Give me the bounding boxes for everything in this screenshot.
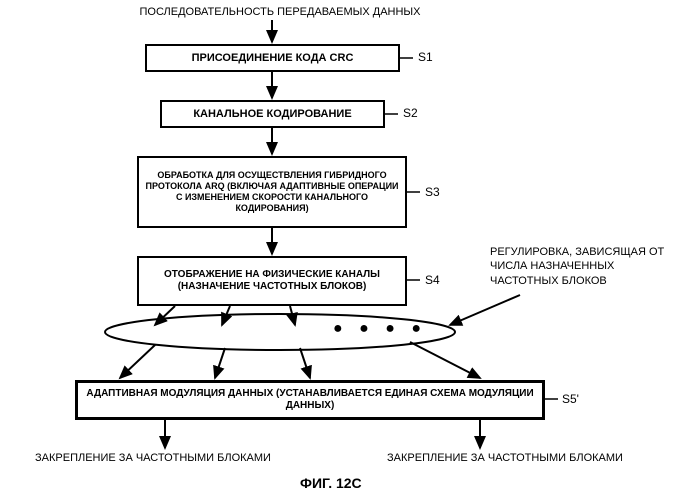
box-s1: ПРИСОЕДИНЕНИЕ КОДА CRC: [145, 44, 400, 72]
box-s2: КАНАЛЬНОЕ КОДИРОВАНИЕ: [160, 100, 385, 128]
title-label: ПОСЛЕДОВАТЕЛЬНОСТЬ ПЕРЕДАВАЕМЫХ ДАННЫХ: [110, 6, 450, 19]
box-s5: АДАПТИВНАЯ МОДУЛЯЦИЯ ДАННЫХ (УСТАНАВЛИВА…: [75, 380, 545, 420]
box-s3: ОБРАБОТКА ДЛЯ ОСУЩЕСТВЛЕНИЯ ГИБРИДНОГО П…: [137, 156, 407, 228]
bottom-right-label: ЗАКРЕПЛЕНИЕ ЗА ЧАСТОТНЫМИ БЛОКАМИ: [370, 452, 640, 465]
box-s4: ОТОБРАЖЕНИЕ НА ФИЗИЧЕСКИЕ КАНАЛЫ (НАЗНАЧ…: [137, 256, 407, 306]
bottom-left-label: ЗАКРЕПЛЕНИЕ ЗА ЧАСТОТНЫМИ БЛОКАМИ: [18, 452, 288, 465]
box-s5-text: АДАПТИВНАЯ МОДУЛЯЦИЯ ДАННЫХ (УСТАНАВЛИВА…: [82, 388, 538, 413]
step-s3-label: S3: [425, 185, 440, 199]
step-s5-label: S5': [562, 392, 579, 406]
step-s2-label: S2: [403, 106, 418, 120]
box-s1-text: ПРИСОЕДИНЕНИЕ КОДА CRC: [192, 52, 354, 64]
box-s2-text: КАНАЛЬНОЕ КОДИРОВАНИЕ: [193, 108, 351, 120]
step-s1-label: S1: [418, 50, 433, 64]
side-note: РЕГУЛИРОВКА, ЗАВИСЯЩАЯ ОТ ЧИСЛА НАЗНАЧЕН…: [490, 245, 685, 288]
box-s3-text: ОБРАБОТКА ДЛЯ ОСУЩЕСТВЛЕНИЯ ГИБРИДНОГО П…: [143, 170, 401, 215]
ellipsis-dots: ● ● ● ●: [333, 320, 427, 338]
step-s4-label: S4: [425, 273, 440, 287]
box-s4-text: ОТОБРАЖЕНИЕ НА ФИЗИЧЕСКИЕ КАНАЛЫ (НАЗНАЧ…: [143, 269, 401, 294]
figure-caption: ФИГ. 12C: [300, 475, 362, 491]
